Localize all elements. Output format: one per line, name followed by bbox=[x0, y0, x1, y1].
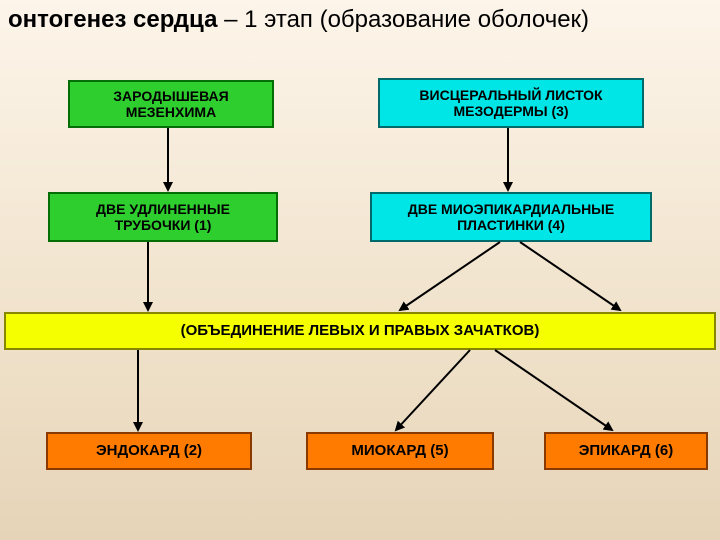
node-myoepicardial-plates: ДВЕ МИОЭПИКАРДИАЛЬНЫЕ ПЛАСТИНКИ (4) bbox=[370, 192, 652, 242]
node-two-tubes: ДВЕ УДЛИНЕННЫЕ ТРУБОЧКИ (1) bbox=[48, 192, 278, 242]
arrow bbox=[495, 350, 612, 430]
node-endocard: ЭНДОКАРД (2) bbox=[46, 432, 252, 470]
page-title: онтогенез сердца – 1 этап (образование о… bbox=[8, 6, 589, 34]
title-bold: онтогенез сердца bbox=[8, 6, 217, 33]
arrow bbox=[400, 242, 500, 310]
arrow bbox=[520, 242, 620, 310]
title-rest: – 1 этап (образование оболочек) bbox=[217, 6, 589, 33]
node-myocard: МИОКАРД (5) bbox=[306, 432, 494, 470]
node-mesenchyme: ЗАРОДЫШЕВАЯ МЕЗЕНХИМА bbox=[68, 80, 274, 128]
node-union: (ОБЪЕДИНЕНИЕ ЛЕВЫХ И ПРАВЫХ ЗАЧАТКОВ) bbox=[4, 312, 716, 350]
arrow bbox=[396, 350, 470, 430]
node-epicard: ЭПИКАРД (6) bbox=[544, 432, 708, 470]
node-visceral-mesoderm: ВИСЦЕРАЛЬНЫЙ ЛИСТОК МЕЗОДЕРМЫ (3) bbox=[378, 78, 644, 128]
